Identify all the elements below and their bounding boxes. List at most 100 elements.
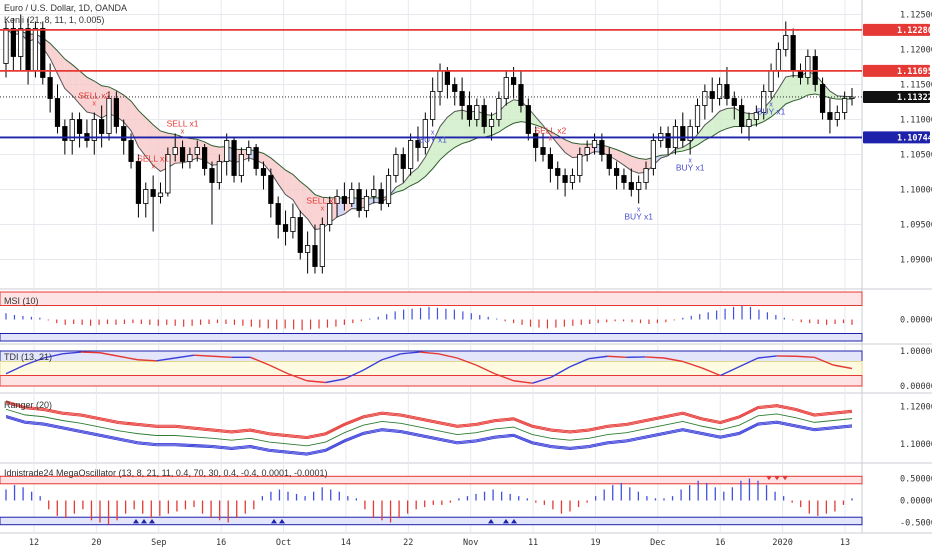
price-level-label: 1.11322 [897, 93, 932, 103]
indicator-label: Kenji (21, 8, 11, 1, 0.005) [4, 15, 105, 25]
candle-down [297, 217, 303, 253]
tdi-line-segment [381, 353, 402, 361]
ma-cloud-segment [454, 110, 463, 148]
candle-down [510, 77, 517, 85]
ranger-lower-line [5, 416, 853, 455]
candle-up [716, 84, 723, 99]
date-tick-label: 12 [29, 538, 39, 548]
ma-cloud-segment [506, 99, 514, 128]
candle-up [775, 49, 782, 71]
candle-up [393, 154, 399, 176]
price-tick-label: 1.09000 [900, 256, 932, 266]
ma-cloud-segment [785, 75, 794, 104]
ranger-upper-line [5, 401, 853, 439]
ma-cloud-segment [631, 155, 639, 174]
msi-upper-band [0, 291, 863, 306]
candle-down [444, 70, 450, 85]
candle-down [415, 140, 421, 148]
candle-up [18, 28, 24, 57]
candle-up [636, 182, 642, 190]
price-tick-label: 1.12500 [900, 11, 932, 21]
tdi-line-segment [193, 354, 213, 357]
ma-cloud-segment [138, 110, 146, 157]
tdi-line-segment [550, 366, 571, 378]
tdi-line-segment [212, 355, 232, 358]
tdi-line-segment [532, 376, 552, 384]
tdi-line-segment [362, 359, 383, 371]
price-level-label: 1.10744 [897, 133, 932, 143]
candle-down [680, 126, 686, 141]
ma-cloud-segment [300, 181, 308, 220]
price-level-badge [863, 23, 930, 36]
tdi-line-segment [306, 380, 326, 384]
ranger-mid-line [5, 408, 853, 447]
ranger-lower-line [5, 415, 853, 454]
candle-down [819, 84, 826, 113]
candle-down [731, 98, 737, 106]
chart-title: Euro / U.S. Dollar, 1D, OANDA [4, 3, 128, 13]
candle-up [687, 126, 693, 141]
ma-cloud-segment [726, 107, 735, 129]
tdi-line-segment [720, 366, 740, 377]
ma-cloud-segment [50, 43, 58, 74]
candle-up [216, 161, 222, 183]
ma-cloud-segment [86, 77, 95, 114]
price-tick-label: 1.10500 [900, 151, 932, 161]
candle-up [591, 140, 598, 148]
price-level-badge [863, 64, 930, 77]
ma-cloud-segment [800, 71, 808, 99]
candle-down [312, 245, 318, 267]
mega-upper-band [0, 475, 863, 485]
candle-down [555, 168, 561, 176]
msi-lower-band [0, 333, 863, 342]
candle-up [474, 105, 480, 120]
tdi-line-segment [325, 378, 345, 384]
candle-down [621, 175, 627, 183]
candle-down [113, 98, 119, 127]
candle-down [54, 98, 61, 127]
candle-up [753, 112, 759, 120]
date-tick-label: Dec [650, 538, 665, 548]
candle-down [739, 105, 745, 127]
candle-up [761, 91, 767, 113]
ma-cloud-segment [565, 139, 573, 158]
buy-signal-label: BUY x1 [418, 135, 447, 145]
ma-cloud-segment [403, 173, 411, 191]
candle-up [349, 189, 355, 204]
candle-up [643, 168, 649, 183]
mega-buy-arrow-icon [279, 518, 285, 524]
candle-up [746, 119, 752, 127]
tdi-line-segment [419, 351, 439, 355]
ranger-tick-label: 1.12000 [900, 402, 932, 412]
candle-up [702, 91, 708, 106]
buy-signal-label: BUY x1 [676, 163, 705, 173]
candle-up [694, 105, 701, 127]
mega-sell-arrow-icon [766, 475, 772, 481]
candle-up [842, 98, 848, 113]
tdi-line-segment [24, 357, 44, 366]
tdi-line-segment [795, 355, 815, 358]
sell-signal-label: SELL x2 [78, 91, 110, 101]
candle-down [25, 28, 31, 71]
tdi-pane-title: TDI (13, 21) [4, 352, 53, 362]
mega-buy-arrow-icon [488, 518, 494, 524]
candle-up [584, 147, 590, 155]
candle-down [481, 105, 487, 127]
date-tick-label: Nov [463, 538, 478, 548]
candle-down [790, 35, 796, 71]
tdi-line-segment [814, 356, 834, 366]
candle-down [378, 189, 384, 204]
sell-marker-icon: x [151, 164, 155, 171]
tdi-line-segment [344, 369, 364, 380]
tdi-line-segment [99, 352, 119, 357]
tdi-line-segment [81, 351, 101, 354]
price-tick-label: 1.12000 [900, 46, 932, 56]
price-tick-label: 1.11500 [900, 81, 932, 91]
tdi-line-segment [156, 357, 176, 362]
candle-up [834, 112, 840, 120]
candle-down [547, 154, 553, 169]
ma-cloud-segment [763, 100, 772, 122]
candle-down [62, 126, 68, 141]
